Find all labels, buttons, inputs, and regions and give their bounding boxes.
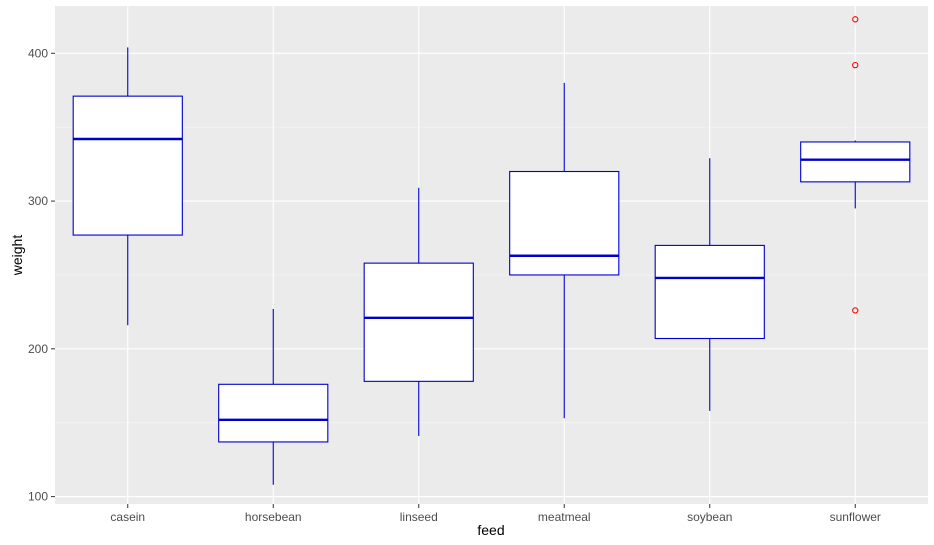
y-tick-label: 400 [28, 46, 48, 60]
x-tick-label: horsebean [245, 510, 302, 524]
box-series [72, 16, 911, 485]
box-iqr [218, 383, 329, 443]
outlier-point [852, 307, 859, 314]
panel-background [55, 6, 928, 504]
y-axis: 100 200 300 400 [28, 46, 55, 504]
x-tick-label: linseed [400, 510, 438, 524]
box-iqr [800, 141, 911, 183]
x-axis: casein horsebean linseed meatmeal soybean sun… [110, 504, 881, 524]
box-sunflower [800, 16, 911, 314]
box-meatmeal [509, 82, 620, 419]
box-iqr [72, 95, 183, 236]
y-axis-title: weight [9, 235, 25, 277]
box-linseed [363, 187, 474, 437]
x-tick-label: meatmeal [538, 510, 591, 524]
outlier-point [852, 16, 859, 23]
x-tick-label: sunflower [830, 510, 881, 524]
box-iqr [654, 244, 765, 340]
box-iqr [363, 262, 474, 382]
y-tick-label: 200 [28, 342, 48, 356]
box-soybean [654, 158, 765, 411]
x-tick-label: casein [110, 510, 145, 524]
x-tick-label: soybean [687, 510, 732, 524]
box-horsebean [218, 308, 329, 485]
x-axis-title: feed [477, 522, 504, 538]
y-tick-label: 300 [28, 194, 48, 208]
y-tick-label: 100 [28, 490, 48, 504]
box-iqr [509, 170, 620, 276]
box-casein [72, 47, 183, 326]
outlier-point [852, 61, 859, 69]
